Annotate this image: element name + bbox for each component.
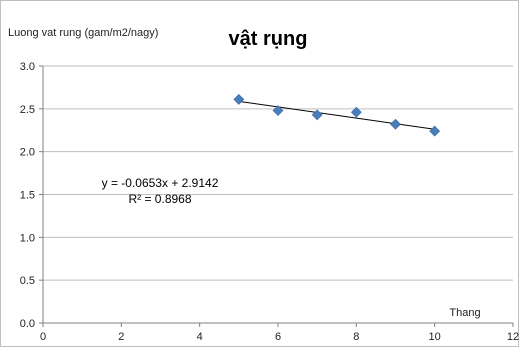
y-tick-label-5: 2.5 [20,104,35,116]
x-tick-label-2: 4 [197,331,203,343]
data-point-2 [311,109,323,121]
y-tick-label-1: 0.5 [20,275,35,287]
y-tick-label-0: 0.0 [20,318,35,330]
y-axis-label: Luong vat rung (gam/m2/nagy) [8,27,158,39]
axes: 0.0 0.5 1.0 1.5 2.0 2.5 3.0 0 2 4 6 8 10 12 [20,61,519,343]
data-point-3 [350,106,362,118]
x-axis-label: Thang [449,307,480,319]
x-tick-label-1: 2 [118,331,124,343]
y-tick-label-3: 1.5 [20,190,35,202]
points-layer [233,93,441,137]
trendline [238,100,435,130]
r-squared-label: R² = 0.8968 [128,192,191,206]
data-point-1 [272,105,284,116]
y-tick-label-6: 3.0 [20,61,35,73]
x-tick-label-0: 0 [40,331,46,343]
x-tick-label-4: 8 [353,331,359,343]
x-tick-label-3: 6 [275,331,281,343]
data-point-0 [233,93,245,105]
trendline-layer [238,100,435,130]
trendline-equation: y = -0.0653x + 2.9142 [102,176,219,190]
chart-title: vật rụng [229,28,308,50]
data-point-4 [390,118,401,130]
y-tick-label-4: 2.0 [20,147,35,159]
x-tick-label-6: 12 [507,331,519,343]
x-tick-label-5: 10 [429,331,441,343]
data-point-5 [429,125,441,137]
y-tick-label-2: 1.0 [20,232,35,244]
